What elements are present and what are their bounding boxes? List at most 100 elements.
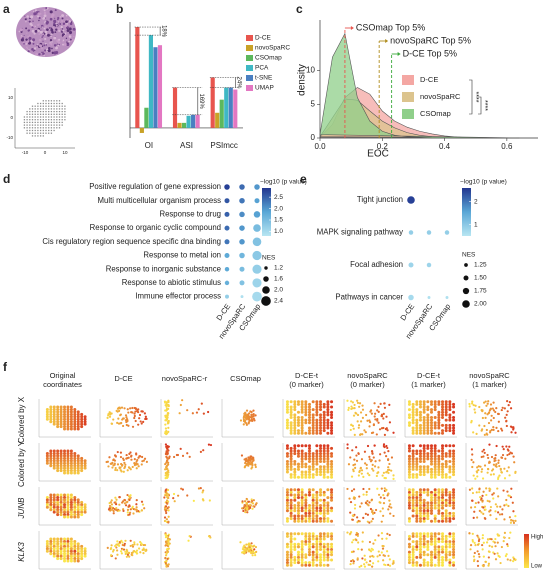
spot (45, 116, 47, 118)
thumbnail-dot (437, 511, 441, 515)
tissue-texture (20, 38, 25, 42)
thumbnail-dot (490, 428, 493, 432)
thumbnail-dot (501, 508, 504, 511)
thumbnail-dot (311, 475, 315, 479)
thumbnail-dot (164, 423, 167, 426)
thumbnail-dot (437, 418, 441, 422)
thumbnail-dot (52, 451, 56, 455)
thumbnail-dot (437, 504, 441, 507)
thumbnail-dot (433, 519, 437, 523)
thumbnail-dot (326, 462, 330, 466)
thumbnail-dot (490, 538, 493, 541)
thumbnail-dot (482, 555, 485, 558)
thumbnail-dot (357, 548, 360, 551)
thumbnail-dot (407, 460, 411, 463)
thumbnail-dot (470, 499, 474, 502)
thumbnail-dot (164, 554, 168, 557)
row-label: Colored by Y (17, 440, 26, 487)
thumbnail-dot (469, 548, 472, 551)
thumbnail-dot (319, 540, 323, 544)
thumbnail-dot (83, 510, 87, 514)
thumbnail-dot (433, 540, 437, 544)
thumbnail-dot (80, 420, 84, 424)
thumbnail-dot (349, 428, 352, 432)
thumbnail-dot (487, 421, 491, 425)
thumbnail-dot (315, 470, 319, 474)
thumbnail-dot (311, 550, 315, 554)
thumbnail-dot (418, 548, 422, 551)
thumbnail-dot (118, 495, 121, 499)
thumbnail-dot (130, 411, 133, 414)
thumbnail-dot (322, 402, 326, 406)
spot (42, 108, 44, 110)
thumbnail-dot (422, 509, 426, 513)
spot (50, 124, 53, 126)
thumbnail-dot (289, 540, 293, 544)
spot (53, 105, 55, 107)
thumbnail-dot (386, 494, 389, 497)
spot (39, 110, 42, 113)
y-axis-label: density (297, 64, 308, 96)
thumbnail-dot (165, 548, 169, 551)
thumbnail-dot (422, 467, 426, 471)
thumbnail-dot (293, 402, 297, 406)
tissue-texture (39, 30, 43, 34)
thumbnail-dot (73, 466, 77, 470)
thumbnail-dot (430, 444, 433, 448)
thumbnail-dot (63, 425, 67, 429)
thumbnail-dot (319, 400, 323, 404)
thumbnail-dot (319, 444, 323, 448)
thumbnail-dot (411, 506, 415, 510)
spot (56, 110, 58, 113)
thumbnail-dot (497, 459, 500, 462)
thumbnail-dot (66, 542, 70, 546)
thumbnail-dot (322, 457, 326, 461)
thumbnail-dot (73, 557, 77, 561)
thumbnail-dot (330, 558, 334, 562)
thumbnail-dot (452, 517, 456, 521)
thumbnail-dot (110, 508, 114, 511)
thumbnail-dot (426, 509, 430, 513)
thumbnail-dot (56, 461, 60, 465)
thumbnail-dot (315, 431, 319, 435)
thumbnail-dot (120, 539, 123, 542)
thumbnail-dot (164, 419, 167, 422)
thumbnail-dot (63, 554, 67, 558)
thumbnail-dot (480, 470, 483, 473)
thumbnail-dot (418, 460, 422, 463)
thumbnail-dot (167, 471, 170, 474)
thumbnail-dot (293, 475, 297, 479)
thumbnail-dot (293, 470, 297, 474)
thumbnail-dot (131, 425, 135, 428)
spot (50, 119, 53, 121)
thumbnail-dot (476, 466, 479, 469)
thumbnail-dot (473, 541, 476, 544)
spot (39, 105, 42, 107)
thumbnail-dot (311, 488, 315, 492)
tissue-texture (26, 32, 28, 34)
thumbnail-dot (63, 539, 67, 543)
thumbnail-dot (377, 410, 380, 413)
thumbnail-dot (252, 415, 255, 418)
thumbnail-dot (407, 493, 411, 497)
tissue-texture (31, 26, 34, 29)
spot (31, 119, 34, 121)
spot (29, 110, 31, 113)
thumbnail-dot (308, 431, 311, 435)
thumbnail-dot (489, 407, 493, 410)
thumbnail-dot (56, 415, 60, 419)
thumbnail-dot (289, 454, 293, 458)
thumbnail-dot (144, 417, 147, 420)
thumbnail-dot (483, 451, 486, 454)
thumbnail-dot (319, 408, 323, 412)
colorbar-tick-label: 2 (474, 198, 478, 205)
thumbnail-dot (245, 548, 248, 552)
thumbnail-dot (368, 474, 371, 477)
thumbnail-dot (411, 532, 415, 536)
thumbnail-dot (477, 465, 480, 468)
thumbnail-dot (381, 507, 384, 510)
thumbnail-dot (355, 412, 358, 415)
thumbnail-dot (59, 508, 63, 512)
tissue-texture (58, 29, 61, 32)
thumbnail-dot (59, 500, 63, 504)
